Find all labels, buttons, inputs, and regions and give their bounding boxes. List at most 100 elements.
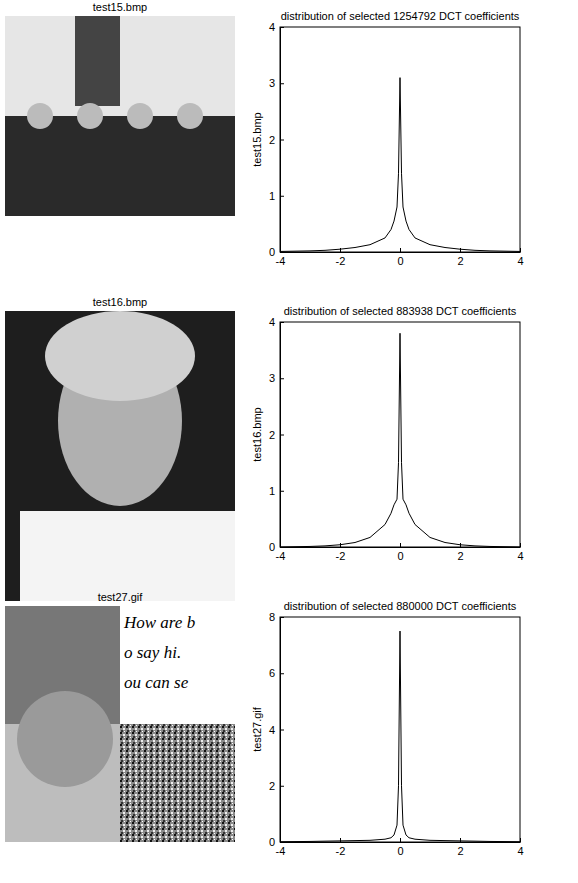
y-tick-label: 4 — [269, 21, 275, 33]
x-tick-mark — [520, 248, 521, 252]
x-tick-label: -2 — [336, 845, 346, 857]
y-tick: 0 — [269, 246, 284, 258]
x-tick-mark — [520, 543, 521, 547]
chart-title: distribution of selected 1254792 DCT coe… — [281, 10, 520, 22]
y-tick: 4 — [269, 724, 284, 736]
y-tick-mark — [280, 378, 284, 379]
x-tick-mark — [460, 248, 461, 252]
y-tick-label: 3 — [269, 372, 275, 384]
y-tick-label: 1 — [269, 190, 275, 202]
image-title: test27.gif — [98, 591, 144, 603]
x-tick-mark — [340, 248, 341, 252]
x-tick: -2 — [336, 543, 346, 562]
x-tick-mark — [340, 543, 341, 547]
x-tick: 0 — [397, 248, 403, 267]
y-axis-title: test15.bmp — [251, 112, 263, 166]
x-tick-label: 4 — [517, 845, 523, 857]
x-tick-label: -4 — [276, 550, 286, 562]
x-tick: 2 — [457, 543, 463, 562]
y-tick: 1 — [269, 485, 284, 497]
distribution-line — [280, 333, 520, 547]
distribution-line — [280, 631, 520, 842]
x-tick: 4 — [517, 248, 523, 267]
x-axis-line — [281, 547, 521, 548]
x-tick-mark — [400, 543, 401, 547]
image: How are bo say hi.ou can se — [5, 606, 235, 842]
y-tick-label: 0 — [269, 836, 275, 848]
panel: test16.bmp distribution of selected 88393… — [5, 296, 524, 601]
y-tick-label: 0 — [269, 541, 275, 553]
y-tick-mark — [280, 730, 284, 731]
y-tick: 1 — [269, 190, 284, 202]
y-tick-mark — [280, 786, 284, 787]
y-tick-mark — [280, 322, 284, 323]
x-tick-label: 4 — [517, 550, 523, 562]
plot-area — [280, 78, 520, 252]
x-tick-mark — [400, 838, 401, 842]
y-axis: 01234 — [269, 316, 284, 553]
x-axis: -4 -2 0 2 4 — [276, 838, 524, 857]
image-hair — [45, 311, 195, 401]
chart-title: distribution of selected 883938 DCT coef… — [284, 305, 517, 317]
image-circle — [17, 691, 113, 787]
x-tick-label: 2 — [457, 255, 463, 267]
distribution-line — [280, 78, 520, 252]
x-tick: 0 — [397, 543, 403, 562]
x-axis-line — [281, 252, 521, 253]
image-tree — [75, 16, 120, 106]
image-face — [127, 103, 153, 129]
y-tick: 8 — [269, 611, 284, 623]
y-tick-label: 4 — [269, 724, 275, 736]
y-tick: 4 — [269, 21, 284, 33]
image-people — [5, 116, 235, 216]
image-face — [27, 103, 53, 129]
figure: test15.bmp distribution of selected 12547… — [0, 0, 578, 883]
y-tick-mark — [280, 196, 284, 197]
y-tick: 2 — [269, 429, 284, 441]
image-background — [5, 16, 235, 216]
x-tick: 2 — [457, 248, 463, 267]
image-noise — [120, 724, 235, 842]
y-tick-mark — [280, 27, 284, 28]
image-title: test16.bmp — [93, 296, 147, 308]
x-tick: 2 — [457, 838, 463, 857]
y-tick-mark — [280, 491, 284, 492]
y-axis-title: test16.bmp — [251, 407, 263, 461]
x-tick-label: 2 — [457, 550, 463, 562]
x-tick: -2 — [336, 838, 346, 857]
y-tick-label: 0 — [269, 246, 275, 258]
image-title: test15.bmp — [93, 1, 147, 13]
y-tick: 6 — [269, 667, 284, 679]
y-tick: 2 — [269, 134, 284, 146]
y-tick-mark — [280, 617, 284, 618]
x-axis-line — [281, 842, 521, 843]
image-text: ou can se — [124, 673, 189, 692]
y-tick-label: 2 — [269, 429, 275, 441]
y-tick-label: 2 — [269, 134, 275, 146]
y-tick-mark — [280, 842, 284, 843]
x-tick-mark — [460, 543, 461, 547]
x-tick: -2 — [336, 248, 346, 267]
image-background — [5, 311, 235, 601]
image — [5, 16, 235, 216]
x-tick: 4 — [517, 543, 523, 562]
x-tick-label: 4 — [517, 255, 523, 267]
x-tick-label: -2 — [336, 255, 346, 267]
y-tick-label: 6 — [269, 667, 275, 679]
y-axis: 01234 — [269, 21, 284, 258]
image-text: o say hi. — [124, 643, 181, 662]
chart-title: distribution of selected 880000 DCT coef… — [284, 600, 517, 612]
y-tick-label: 8 — [269, 611, 275, 623]
x-tick-label: -4 — [276, 255, 286, 267]
image-face — [177, 103, 203, 129]
x-tick-label: 0 — [397, 550, 403, 562]
x-tick: 0 — [397, 838, 403, 857]
x-axis: -4 -2 0 2 4 — [276, 248, 524, 267]
image-face — [77, 103, 103, 129]
y-tick: 0 — [269, 836, 284, 848]
plot-frame — [280, 322, 520, 547]
x-tick-label: 2 — [457, 845, 463, 857]
x-tick-label: -4 — [276, 845, 286, 857]
x-tick: 4 — [517, 838, 523, 857]
image-shirt — [20, 511, 235, 601]
